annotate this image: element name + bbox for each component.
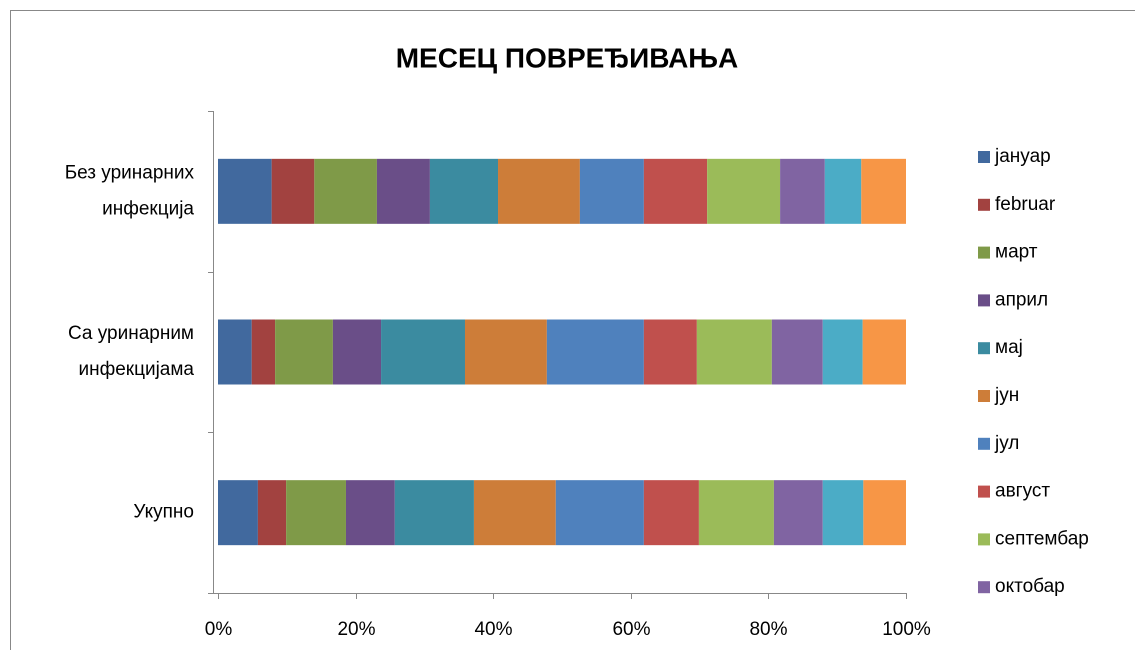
bar-segment bbox=[429, 158, 499, 224]
bar-segment bbox=[862, 319, 906, 385]
bar-segment bbox=[286, 480, 346, 546]
x-tick-label: 100% bbox=[882, 619, 931, 640]
bar-segment bbox=[473, 480, 556, 546]
legend-label: јануар bbox=[994, 146, 1051, 167]
bar-segment bbox=[271, 158, 315, 224]
bar-segment bbox=[275, 319, 333, 385]
bar-segment bbox=[863, 480, 906, 546]
bar-segment bbox=[822, 319, 863, 385]
legend-swatch bbox=[978, 533, 990, 546]
bar-segment bbox=[251, 319, 276, 385]
y-tick-label: Укупно bbox=[133, 502, 194, 523]
chart-title: МЕСЕЦ ПОВРЕЂИВАЊА bbox=[396, 42, 739, 73]
legend-label: јул bbox=[994, 433, 1019, 454]
legend-label: април bbox=[995, 289, 1048, 310]
bar-segment bbox=[780, 158, 825, 224]
bar-segment bbox=[498, 158, 580, 224]
legend-swatch bbox=[978, 246, 990, 259]
legend-label: октобар bbox=[995, 576, 1065, 597]
bar-segment bbox=[218, 480, 258, 546]
bar-segment bbox=[381, 319, 465, 385]
bar-segment bbox=[464, 319, 547, 385]
bar-segment bbox=[824, 158, 862, 224]
bar-segment bbox=[707, 158, 781, 224]
legend-swatch bbox=[978, 437, 990, 450]
x-tick-label: 40% bbox=[474, 619, 512, 640]
bar-segment bbox=[698, 480, 774, 546]
x-tick-label: 0% bbox=[205, 619, 233, 640]
bar-segment bbox=[332, 319, 382, 385]
legend-swatch bbox=[978, 485, 990, 498]
legend-label: јун bbox=[994, 385, 1019, 406]
bar-segment bbox=[771, 319, 823, 385]
legend-swatch bbox=[978, 390, 990, 402]
x-tick-label: 60% bbox=[612, 619, 650, 640]
legend-swatch bbox=[978, 294, 990, 307]
bar-segment bbox=[345, 480, 395, 546]
y-tick-label: Са уринарним инфекцијама bbox=[68, 323, 194, 380]
y-tick-label: Без уринарних инфекција bbox=[65, 162, 195, 219]
legend-label: март bbox=[995, 242, 1038, 263]
bar-segment bbox=[394, 480, 474, 546]
legend-swatch bbox=[978, 198, 990, 211]
bar-segment bbox=[218, 319, 252, 385]
bar-segment bbox=[257, 480, 287, 546]
legend-label: септембар bbox=[995, 528, 1089, 549]
x-tick-label: 80% bbox=[749, 619, 787, 640]
bar-segment bbox=[555, 480, 644, 546]
legend-label: februar bbox=[995, 194, 1056, 215]
bar-segment bbox=[579, 158, 644, 224]
legend-swatch bbox=[978, 581, 990, 594]
bar-segment bbox=[822, 480, 864, 546]
bar-segment bbox=[643, 319, 697, 385]
bar-segment bbox=[861, 158, 906, 224]
bar-segment bbox=[696, 319, 772, 385]
bar-segment bbox=[546, 319, 644, 385]
x-tick-label: 20% bbox=[337, 619, 375, 640]
legend-swatch bbox=[978, 342, 990, 355]
bar-segment bbox=[773, 480, 823, 546]
bar-segment bbox=[643, 480, 699, 546]
bar-segment bbox=[218, 158, 272, 224]
legend-swatch bbox=[978, 151, 990, 163]
legend-label: август bbox=[995, 481, 1050, 502]
bar-segment bbox=[376, 158, 430, 224]
legend-label: мај bbox=[995, 337, 1023, 358]
bar-segment bbox=[314, 158, 377, 224]
bar-segment bbox=[643, 158, 708, 224]
